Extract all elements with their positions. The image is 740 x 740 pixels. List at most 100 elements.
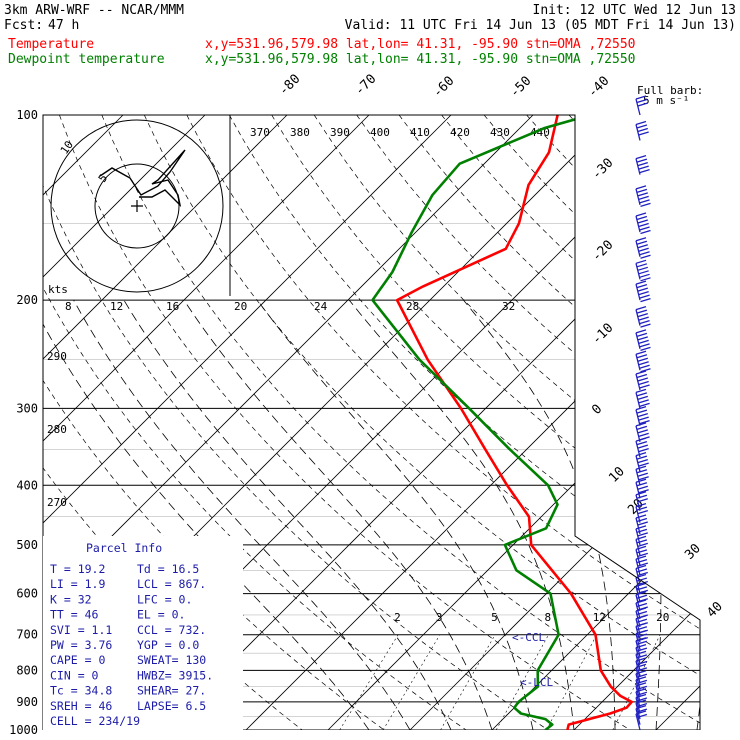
- wind-barb-feather: [637, 244, 648, 249]
- isotherm-line: [43, 115, 534, 730]
- wind-barb-feather: [638, 195, 649, 200]
- wind-barb-feather: [637, 102, 648, 107]
- wind-barb-staff: [635, 354, 641, 371]
- wind-barb-feather: [635, 185, 647, 190]
- wind-barb-staff: [635, 702, 641, 720]
- wind-barb-feather: [636, 263, 648, 268]
- dry-adiabat-line: [59, 115, 631, 730]
- wind-barb-feather: [637, 472, 648, 477]
- wind-barb-staff: [635, 633, 641, 650]
- wind-barb-staff: [635, 482, 641, 499]
- isotherm-line: [409, 115, 700, 730]
- wind-barb-feather: [636, 506, 648, 511]
- isotherm-tick-label: -10: [589, 321, 616, 348]
- pressure-tick-label: 200: [16, 293, 38, 307]
- plot-frame: [42, 114, 701, 730]
- temperature-profile: [395, 115, 633, 730]
- wind-barb-feather: [637, 127, 648, 133]
- theta-side-label: 280: [47, 423, 67, 436]
- wind-barb-staff: [635, 647, 641, 664]
- wind-barb-feather: [636, 284, 648, 289]
- parcel-info-row: CIN = 0: [50, 668, 99, 682]
- mixing-ratio-line: [546, 634, 597, 730]
- mixing-ratio-label: 20: [656, 611, 669, 624]
- wind-barb-feather: [636, 373, 648, 379]
- dry-adiabat-line: [313, 115, 700, 730]
- isotherm-tick-label: -70: [352, 72, 379, 99]
- isotherm-line: [43, 115, 452, 730]
- wind-barb-feather: [635, 237, 647, 242]
- wind-barb-staff: [635, 455, 641, 472]
- wind-barb-feather: [635, 388, 647, 394]
- hodograph-speed-label: 32: [502, 300, 515, 313]
- wind-barb-feather: [637, 509, 648, 515]
- hodograph-trace: [99, 149, 186, 208]
- moist-adiabat-line: [257, 299, 534, 730]
- wind-barb-staff: [635, 660, 641, 678]
- wind-barb-feather: [637, 458, 648, 464]
- wind-barb-feather: [638, 416, 649, 421]
- wind-barb-feather: [639, 343, 650, 348]
- hodograph-ring-label: 10: [58, 138, 76, 156]
- wind-barb-feather: [635, 525, 647, 530]
- wind-barb-feather: [635, 502, 647, 508]
- wind-barb-feather: [636, 455, 648, 460]
- wind-barb: [635, 422, 650, 443]
- pressure-tick-label: 600: [16, 587, 38, 601]
- wind-barb-feather: [639, 384, 650, 389]
- wind-barb: [635, 329, 651, 351]
- wind-barb: [635, 154, 650, 175]
- wind-barb-feather: [638, 462, 649, 467]
- wind-barb-staff: [635, 610, 641, 628]
- dry-adiabat-line: [441, 115, 700, 730]
- wind-barb: [635, 350, 651, 373]
- isotherm-tick-label: 40: [704, 599, 726, 621]
- wind-barb-feather: [636, 469, 648, 474]
- wind-barb-staff: [635, 425, 641, 443]
- wind-barbs: [635, 95, 651, 731]
- parcel-info-row: LAPSE= 6.5: [137, 699, 206, 713]
- wind-barb-staff: [635, 215, 641, 233]
- isotherm-line: [245, 115, 700, 730]
- parcel-info-row: CELL = 234/19: [50, 714, 140, 728]
- wind-barb-feather: [638, 448, 649, 453]
- wind-barb-feather: [638, 339, 649, 344]
- wind-barb: [635, 502, 648, 523]
- wind-barb-feather: [635, 370, 647, 375]
- wind-barb-feather: [640, 229, 651, 235]
- dewpoint-location-info: x,y=531.96,579.98 lat,lon= 41.31, -95.90…: [205, 52, 635, 67]
- wind-barb-feather: [638, 361, 649, 366]
- fcst-value: 47 h: [48, 18, 79, 33]
- isotherm-line: [43, 115, 206, 730]
- wind-barb: [635, 305, 651, 328]
- isotherm-tick-label: -20: [589, 238, 616, 265]
- init-time: Init: 12 UTC Wed 12 Jun 13: [533, 3, 737, 18]
- wind-barb: [635, 388, 650, 409]
- parcel-info-row: Tc = 34.8: [50, 684, 112, 698]
- wind-barb-feather: [636, 354, 648, 359]
- model-title: 3km ARW-WRF -- NCAR/MMM: [4, 3, 184, 18]
- wind-barb-feather: [637, 336, 648, 341]
- isotherm-line: [43, 115, 288, 730]
- wind-barb-feather: [639, 226, 650, 231]
- wind-barb-feather: [637, 161, 648, 167]
- wind-barb-feather: [636, 309, 648, 314]
- wind-barb: [635, 280, 651, 303]
- moist-adiabat-line: [43, 299, 370, 730]
- dewpoint-profile: [371, 115, 591, 730]
- wind-barb-feather: [636, 124, 648, 129]
- pressure-tick-label: 800: [16, 663, 38, 677]
- wind-barb-feather: [636, 494, 648, 499]
- wind-barb-feather: [638, 476, 649, 481]
- wind-barb-staff: [635, 506, 641, 523]
- wind-barb-staff: [635, 373, 641, 391]
- wind-barb: [635, 95, 648, 116]
- theta-tick-label: 400: [370, 126, 390, 139]
- barb-legend-title: Full barb:: [637, 84, 703, 97]
- wind-barb-staff: [635, 309, 641, 326]
- dry-adiabat-line: [186, 115, 700, 730]
- wind-barb-feather: [637, 532, 648, 537]
- wind-barb-feather: [638, 131, 649, 136]
- wind-barb-staff: [635, 549, 641, 566]
